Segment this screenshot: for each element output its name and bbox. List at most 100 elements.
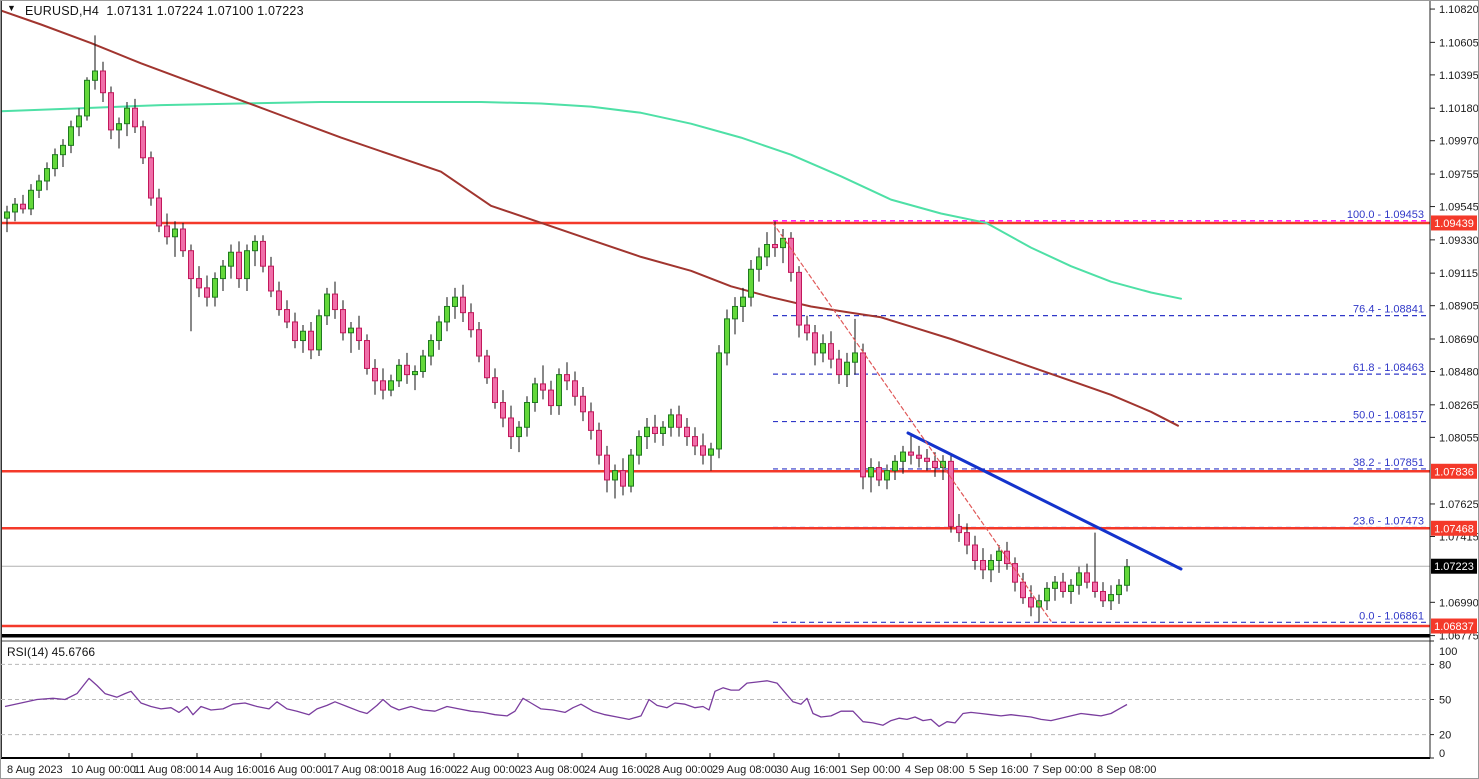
candle-bullish (252, 240, 258, 252)
candle-bullish (988, 559, 994, 571)
candle-bearish (292, 321, 298, 342)
candle-bullish (68, 126, 74, 146)
candle-bullish (844, 361, 850, 376)
candle-bullish (60, 144, 66, 156)
candle-bearish (372, 367, 378, 382)
price-axis-label: 1.09970 (1439, 136, 1479, 148)
candle-bearish (964, 532, 970, 546)
candle-bearish (876, 467, 882, 481)
candle-bullish (444, 305, 450, 323)
candle-bearish (580, 395, 586, 413)
candle-bearish (860, 352, 866, 478)
time-axis-label: 17 Aug 08:00 (327, 764, 392, 776)
rsi-line (4, 677, 1128, 728)
rsi-axis-label: 0 (1439, 748, 1445, 760)
fib-level-label-23.6: 23.6 - 1.07473 (1353, 516, 1424, 528)
candle-bearish (148, 157, 154, 199)
candle-bearish (340, 309, 346, 334)
candle-bullish (36, 180, 42, 191)
candle-bearish (1092, 581, 1098, 592)
candle-bullish (636, 436, 642, 456)
candle-bearish (20, 203, 26, 210)
candle-bearish (1060, 581, 1066, 592)
time-axis-label: 22 Aug 00:00 (456, 764, 521, 776)
time-axis-label: 30 Aug 16:00 (776, 764, 841, 776)
candle-bullish (172, 228, 178, 238)
downtrend-line-red-dashed[interactable] (772, 222, 1052, 622)
candle-bullish (212, 278, 218, 298)
candle-bullish (516, 426, 522, 438)
candle-bullish (12, 203, 18, 213)
price-axis-label: 1.08690 (1439, 334, 1479, 346)
candle-bearish (692, 436, 698, 447)
candle-bearish (564, 374, 570, 382)
candle-bearish (620, 470, 626, 487)
price-axis-label: 1.09545 (1439, 202, 1479, 214)
candle-bearish (812, 332, 818, 354)
candle-bearish (492, 377, 498, 403)
ma-green-line (1, 101, 1182, 300)
fib-level-label-38.2: 38.2 - 1.07851 (1353, 457, 1424, 469)
candle-bullish (660, 426, 666, 434)
candle-bearish (788, 237, 794, 273)
symbol-dropdown-icon[interactable]: ▼ (7, 3, 16, 13)
candle-bearish (180, 228, 186, 252)
candle-bearish (500, 401, 506, 419)
time-axis-label: 8 Sep 08:00 (1097, 764, 1156, 776)
candle-bullish (1044, 587, 1050, 602)
candle-bullish (220, 265, 226, 280)
price-axis-label: 1.07625 (1439, 499, 1479, 511)
candle-bullish (92, 70, 98, 81)
time-axis-label: 7 Sep 00:00 (1033, 764, 1092, 776)
price-axis-label: 1.08905 (1439, 301, 1479, 313)
candle-bullish (764, 244, 770, 258)
candle-bearish (1084, 572, 1090, 583)
candle-bearish (308, 330, 314, 351)
candle-bearish (1028, 597, 1034, 608)
candle-bearish (924, 457, 930, 462)
candle-bullish (532, 383, 538, 403)
time-axis-label: 8 Aug 2023 (7, 764, 63, 776)
time-axis-label: 10 Aug 00:00 (71, 764, 136, 776)
candle-bullish (556, 374, 562, 407)
panel-separator[interactable] (1, 634, 1430, 638)
candle-bearish (156, 197, 162, 227)
candle-bullish (740, 296, 746, 307)
price-axis-label: 1.08480 (1439, 367, 1479, 379)
price-axis-label: 1.08055 (1439, 432, 1479, 444)
candle-bullish (852, 352, 858, 363)
candle-bearish (236, 251, 242, 280)
time-axis-label: 24 Aug 16:00 (584, 764, 649, 776)
candle-bullish (524, 401, 530, 428)
time-axis-label: 29 Aug 08:00 (712, 764, 777, 776)
candle-bearish (108, 92, 114, 131)
price-tag-level-bg (1431, 520, 1477, 536)
price-axis-label: 1.09330 (1439, 235, 1479, 247)
fib-level-label-0.0: 0.0 - 1.06861 (1359, 610, 1424, 622)
candle-bearish (676, 414, 682, 428)
price-axis-label: 1.06775 (1439, 631, 1479, 643)
candle-bearish (140, 126, 146, 159)
candle-bearish (604, 454, 610, 481)
candle-bullish (316, 315, 322, 351)
candle-bearish (276, 290, 282, 311)
candle-bearish (268, 265, 274, 292)
candle-bullish (748, 268, 754, 298)
price-axis-label: 1.10820 (1439, 4, 1479, 16)
candle-bullish (668, 414, 674, 428)
price-tag-level-bg (1431, 463, 1477, 479)
candle-bullish (892, 460, 898, 472)
candle-bullish (1076, 572, 1082, 586)
candle-bearish (972, 544, 978, 561)
price-axis-label: 1.09755 (1439, 169, 1479, 181)
rsi-indicator-label: RSI(14) 45.6766 (7, 645, 96, 659)
candle-bullish (28, 189, 34, 210)
downtrend-line-blue[interactable] (906, 431, 1183, 571)
candle-bearish (836, 358, 842, 376)
candle-bearish (356, 327, 362, 342)
candle-bullish (708, 448, 714, 456)
candle-bearish (204, 287, 210, 298)
candle-bullish (724, 318, 730, 354)
